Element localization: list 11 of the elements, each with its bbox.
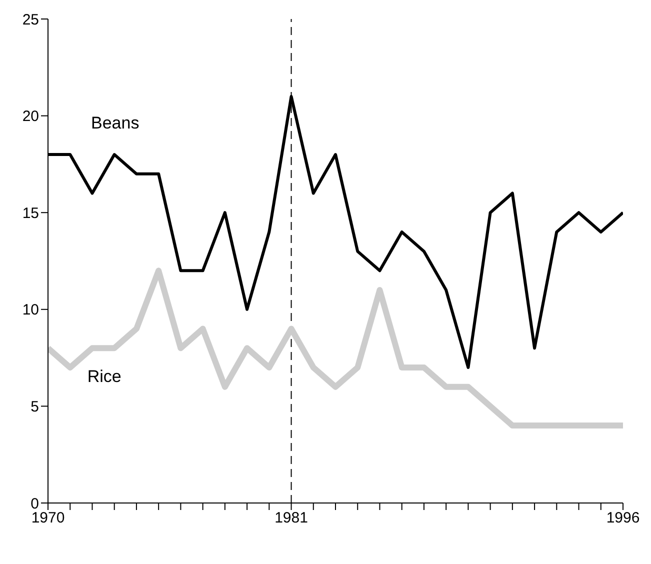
- x-tick-label: 1970: [31, 510, 65, 527]
- series-label: Rice: [87, 367, 122, 386]
- y-tick-label: 10: [22, 302, 39, 319]
- y-tick-label: 25: [22, 11, 39, 28]
- x-tick-label: 1981: [274, 510, 308, 527]
- y-tick-label: 0: [30, 495, 39, 512]
- y-tick-label: 20: [22, 108, 39, 126]
- y-tick-label: 5: [30, 398, 39, 416]
- series-label: Beans: [91, 114, 140, 133]
- y-tick-label: 15: [22, 204, 39, 222]
- x-tick-label: 1996: [606, 510, 640, 527]
